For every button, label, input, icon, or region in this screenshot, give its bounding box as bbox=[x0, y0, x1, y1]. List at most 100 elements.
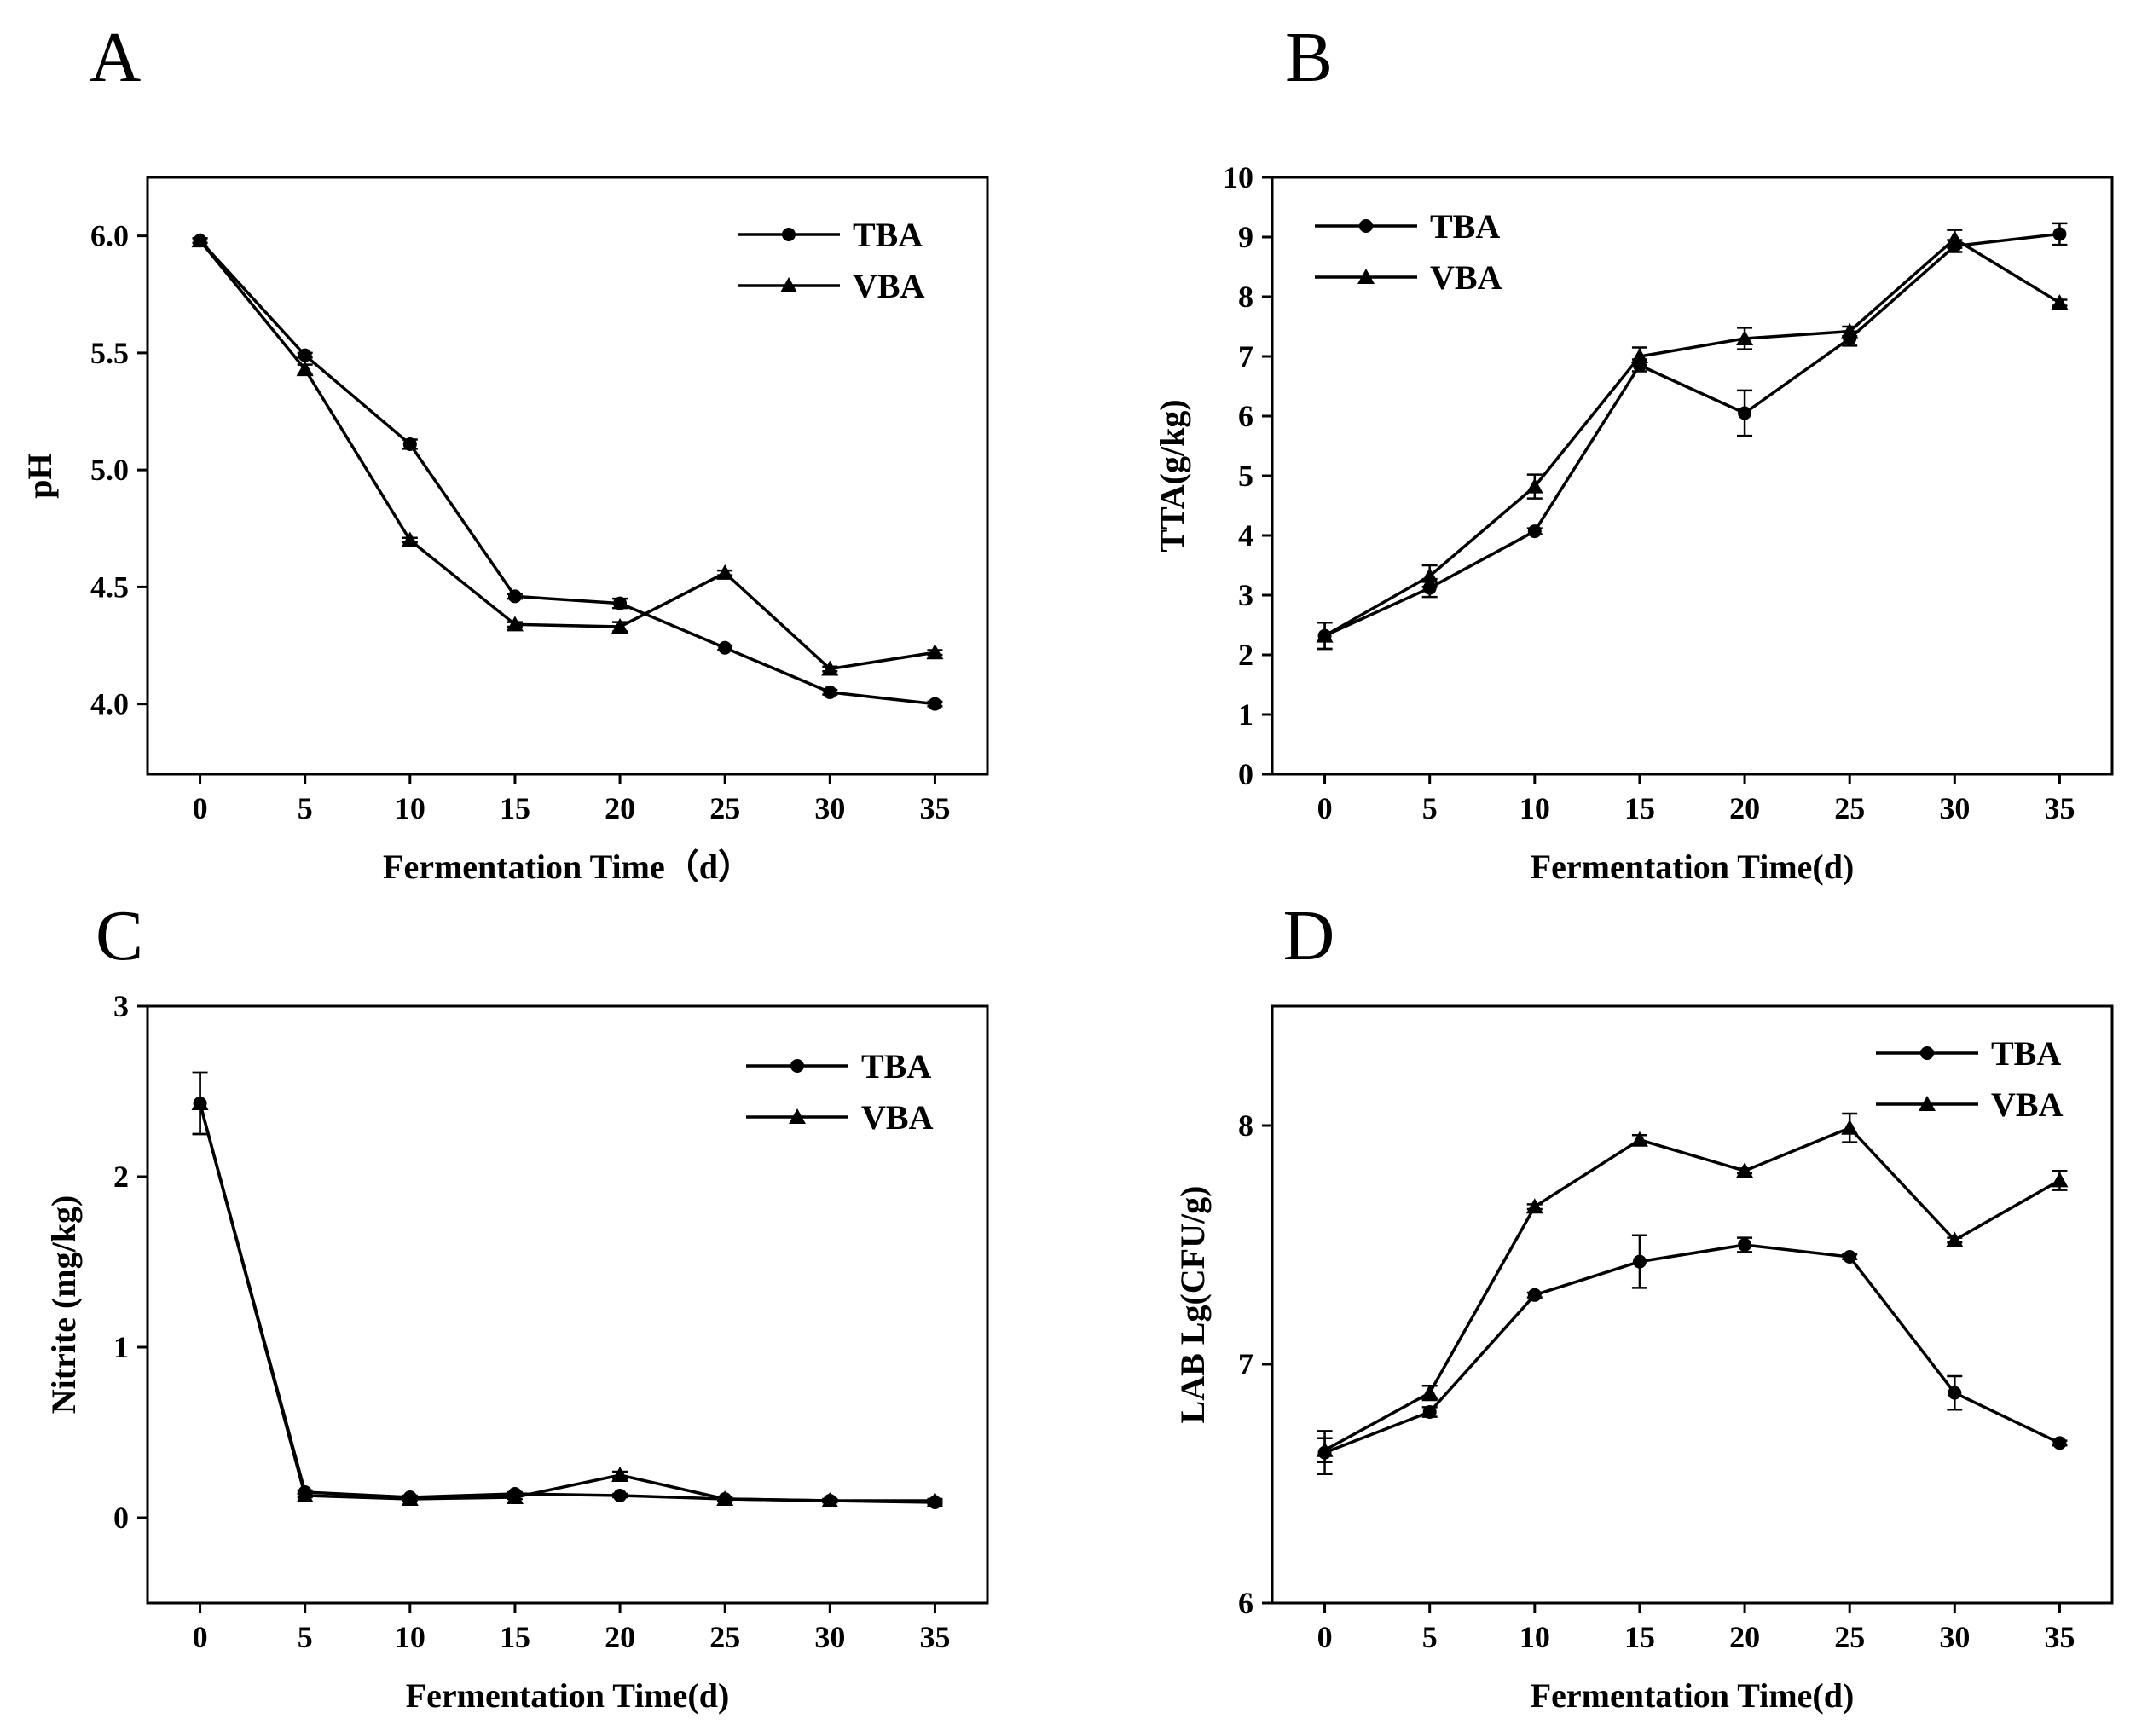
data-point bbox=[1946, 230, 1964, 246]
legend: TBA VBA bbox=[1315, 207, 1502, 297]
x-tick-label: 25 bbox=[1834, 1620, 1865, 1654]
y-axis-title: TTA(g/kg) bbox=[1153, 399, 1191, 552]
data-point bbox=[1843, 1250, 1857, 1264]
x-tick-label: 30 bbox=[814, 791, 845, 825]
data-point bbox=[191, 232, 209, 248]
y-tick-label: 0 bbox=[113, 1501, 129, 1535]
data-point bbox=[1632, 1254, 1647, 1269]
data-point bbox=[1738, 1238, 1752, 1252]
data-point bbox=[2051, 294, 2069, 310]
legend: TBA VBA bbox=[738, 216, 925, 305]
x-tick-label: 20 bbox=[1729, 1620, 1760, 1654]
y-tick-label: 10 bbox=[1223, 160, 1253, 194]
legend-marker bbox=[780, 277, 797, 292]
legend-marker bbox=[1919, 1096, 1936, 1111]
data-point bbox=[296, 361, 314, 377]
data-point bbox=[611, 1467, 629, 1482]
data-point bbox=[1525, 1198, 1543, 1214]
data-point bbox=[506, 616, 524, 632]
y-tick-label: 7 bbox=[1238, 1347, 1253, 1381]
data-point bbox=[296, 1487, 314, 1502]
panel-letter: B bbox=[1285, 18, 1333, 97]
x-tick-label: 5 bbox=[1422, 791, 1438, 825]
series-tba bbox=[192, 234, 943, 711]
y-tick-label: 4.5 bbox=[90, 570, 129, 604]
x-tick-label: 20 bbox=[1729, 791, 1760, 825]
legend-label: TBA bbox=[1991, 1034, 2061, 1073]
data-point bbox=[506, 1489, 524, 1504]
data-point bbox=[401, 1490, 419, 1506]
panel-letter: A bbox=[90, 18, 142, 97]
y-axis-title: pH bbox=[20, 453, 59, 498]
legend-marker bbox=[1357, 269, 1375, 284]
data-point bbox=[1525, 477, 1543, 494]
x-tick-label: 5 bbox=[298, 791, 313, 825]
x-axis-title: Fermentation Time（d） bbox=[383, 848, 752, 886]
data-point bbox=[2052, 227, 2067, 241]
data-point bbox=[1422, 1405, 1437, 1419]
x-axis-title: Fermentation Time(d) bbox=[406, 1676, 730, 1715]
data-point bbox=[718, 640, 732, 655]
x-tick-label: 30 bbox=[1939, 791, 1970, 825]
data-point bbox=[1527, 1288, 1542, 1302]
data-point bbox=[1946, 1231, 1964, 1247]
y-tick-label: 5.0 bbox=[90, 453, 129, 487]
y-tick-label: 9 bbox=[1238, 220, 1253, 254]
data-point bbox=[1736, 1162, 1754, 1178]
plot-frame bbox=[146, 176, 989, 776]
y-tick-label: 7 bbox=[1238, 339, 1253, 373]
y-tick-label: 8 bbox=[1238, 280, 1253, 314]
y-tick-label: 2 bbox=[113, 1160, 129, 1194]
series-line bbox=[1323, 1243, 2061, 1455]
y-tick-label: 1 bbox=[1238, 697, 1253, 732]
legend: TBA VBA bbox=[1876, 1034, 2064, 1124]
data-point bbox=[1738, 406, 1752, 420]
y-tick-label: 2 bbox=[1238, 638, 1253, 672]
data-point bbox=[1736, 330, 1754, 345]
panel-b: B 0 5 10 15 20 25 30 35 0 1 2 3 4 5 6 7 8 9 10 Fermentation … bbox=[1153, 18, 2114, 886]
series-vba bbox=[1316, 1112, 2069, 1464]
data-point bbox=[1422, 581, 1437, 595]
y-tick-label: 3 bbox=[113, 989, 129, 1023]
x-tick-label: 35 bbox=[919, 791, 950, 825]
legend-marker bbox=[782, 228, 796, 241]
x-axis-title: Fermentation Time(d) bbox=[1531, 848, 1855, 886]
series-line bbox=[1323, 1126, 2061, 1452]
legend-marker bbox=[1920, 1046, 1934, 1060]
x-tick-label: 0 bbox=[193, 1620, 208, 1654]
data-point bbox=[928, 697, 942, 711]
data-point bbox=[1841, 322, 1859, 339]
data-point bbox=[1421, 567, 1438, 583]
panel-a: A 0 5 10 15 20 25 30 35 4.0 4.5 5.0 5.5 6.0 Fermentati… bbox=[20, 18, 989, 886]
x-tick-label: 5 bbox=[1422, 1620, 1438, 1654]
series-line bbox=[199, 240, 935, 671]
x-tick-label: 35 bbox=[2044, 791, 2075, 825]
y-axis-title: LAB Lg(CFU/g) bbox=[1173, 1186, 1212, 1424]
panel-letter: C bbox=[96, 896, 143, 975]
data-point bbox=[402, 437, 417, 451]
data-point bbox=[821, 660, 839, 676]
data-point bbox=[1948, 1386, 1962, 1400]
series-line bbox=[199, 239, 935, 706]
legend-label: VBA bbox=[1991, 1085, 2064, 1124]
data-point bbox=[507, 589, 522, 604]
plot-frame bbox=[1271, 1004, 2114, 1605]
data-point bbox=[2052, 1436, 2067, 1450]
series-line bbox=[198, 1102, 935, 1504]
y-tick-label: 6 bbox=[1238, 399, 1253, 433]
legend: TBA VBA bbox=[746, 1047, 934, 1137]
series-line bbox=[1323, 232, 2060, 638]
x-tick-label: 30 bbox=[814, 1620, 845, 1654]
data-point bbox=[1316, 1441, 1334, 1457]
series-vba bbox=[1316, 229, 2069, 651]
data-point bbox=[716, 564, 734, 580]
series-line bbox=[198, 1102, 935, 1502]
x-tick-label: 15 bbox=[1624, 791, 1655, 825]
y-tick-label: 6 bbox=[1238, 1586, 1253, 1620]
series-line bbox=[1323, 236, 2061, 638]
data-point bbox=[191, 1095, 209, 1110]
data-point bbox=[401, 531, 419, 547]
legend-label: VBA bbox=[861, 1098, 934, 1137]
plot-frame bbox=[146, 1004, 989, 1605]
legend-label: VBA bbox=[853, 267, 925, 305]
